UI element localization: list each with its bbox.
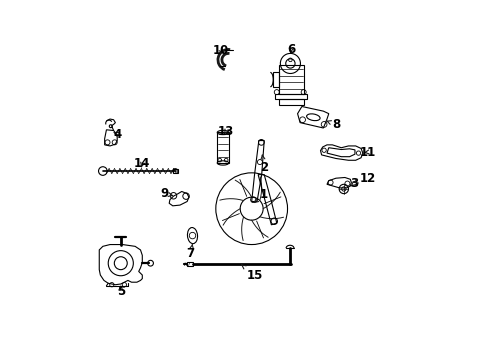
- Text: 1: 1: [254, 188, 268, 203]
- Text: 11: 11: [359, 145, 376, 158]
- Text: 3: 3: [349, 177, 357, 190]
- Text: 4: 4: [113, 127, 121, 141]
- Text: 15: 15: [241, 265, 263, 282]
- Text: 9: 9: [161, 187, 172, 200]
- Text: 12: 12: [353, 172, 376, 185]
- Text: 6: 6: [286, 42, 295, 55]
- Text: 8: 8: [325, 118, 339, 131]
- Text: 14: 14: [134, 157, 150, 170]
- Text: 7: 7: [186, 244, 194, 260]
- Text: 2: 2: [260, 155, 268, 174]
- Text: 13: 13: [217, 125, 233, 138]
- Text: 10: 10: [213, 44, 229, 57]
- Text: 5: 5: [117, 285, 124, 298]
